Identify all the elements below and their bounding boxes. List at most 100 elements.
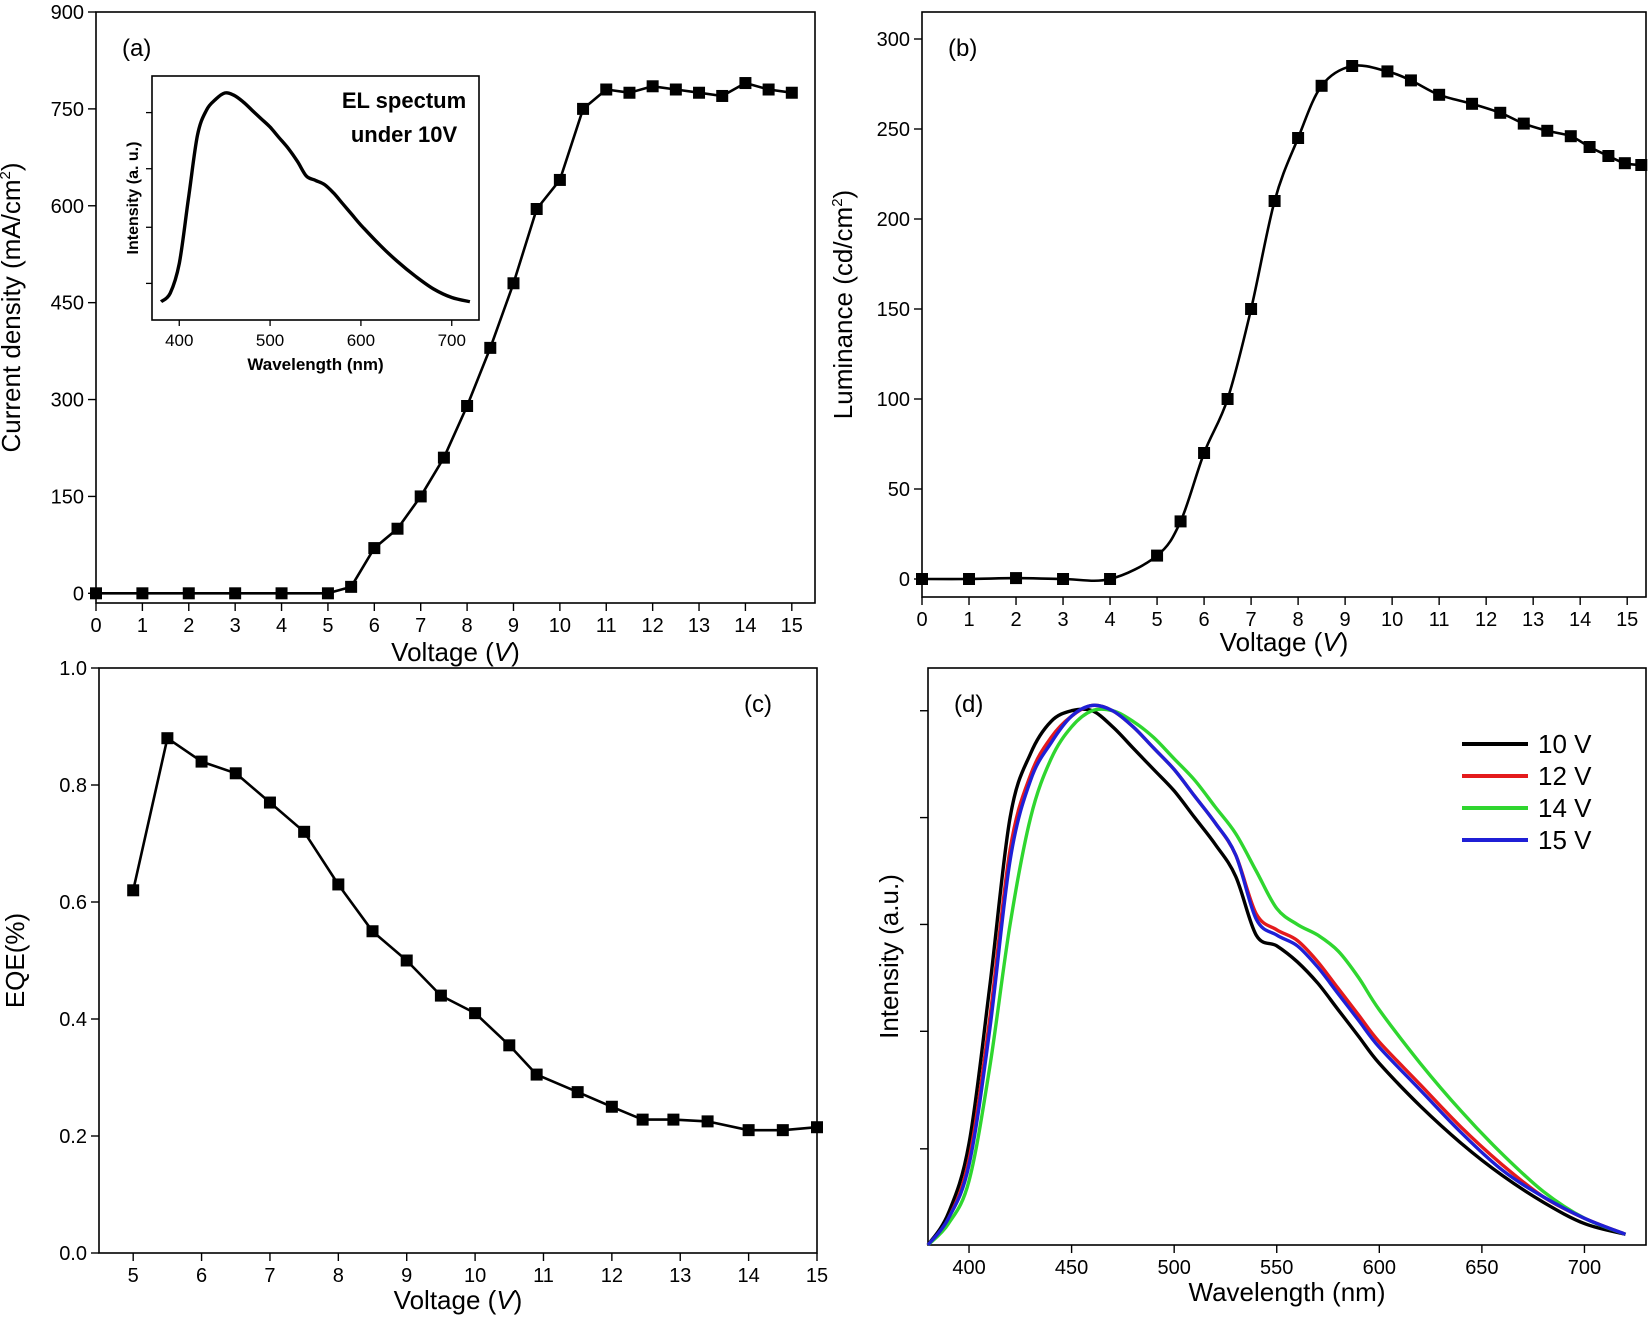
data-point <box>600 83 613 96</box>
data-point <box>916 573 928 585</box>
data-point <box>739 77 752 90</box>
x-tick-label: 0 <box>90 615 101 637</box>
y-tick-label: 0.6 <box>59 892 87 914</box>
panel-label: (d) <box>954 691 983 718</box>
x-tick-label: 0 <box>916 609 927 631</box>
x-axis-label: Voltage (V) <box>391 637 520 667</box>
data-point <box>571 1086 584 1099</box>
data-point <box>776 1124 789 1137</box>
legend-label: 10 V <box>1538 729 1592 759</box>
x-tick-label: 6 <box>1199 609 1210 631</box>
data-point <box>963 573 976 585</box>
data-point <box>1315 79 1328 92</box>
data-point <box>161 732 174 745</box>
x-tick-label: 3 <box>1057 609 1068 631</box>
x-tick-label: 12 <box>601 1265 623 1287</box>
data-point <box>1564 130 1577 143</box>
plot-frame <box>927 667 1647 1246</box>
data-point <box>1433 88 1446 101</box>
chart-panel-d: 400 450 500 550 600 650 700 Wavelength (nm) Inte… <box>874 667 1647 1307</box>
series-line <box>926 707 1627 1247</box>
data-point <box>1404 74 1417 87</box>
data-point <box>503 1039 516 1052</box>
x-tick-label: 9 <box>401 1265 412 1287</box>
y-tick-label: 600 <box>51 196 84 218</box>
data-point <box>136 587 149 600</box>
x-tick-label: 15 <box>781 615 803 637</box>
chart-panel-c: 5 6 7 8 9 10 11 12 13 14 15 0.0 0.2 0.4 0.6 0.8 1.0 Volta… <box>0 658 828 1315</box>
data-point <box>605 1100 618 1113</box>
x-tick-label: 3 <box>230 615 241 637</box>
y-axis-label: Luminance (cd/cm2) <box>828 190 858 419</box>
x-tick-label: 12 <box>642 615 664 637</box>
data-point <box>1057 573 1070 585</box>
data-point <box>1104 573 1117 585</box>
inset-series-line <box>159 91 471 304</box>
data-point <box>1010 572 1023 585</box>
x-tick-label: 700 <box>1568 1257 1601 1279</box>
x-tick-label: 8 <box>333 1265 344 1287</box>
data-point <box>469 1007 482 1020</box>
x-tick-label: 550 <box>1260 1257 1293 1279</box>
y-tick-label: 100 <box>877 389 910 411</box>
x-tick-label: 6 <box>196 1265 207 1287</box>
data-point <box>785 86 798 99</box>
x-axis-label: Voltage (V) <box>394 1285 523 1315</box>
x-tick-label: 11 <box>1429 609 1450 631</box>
data-point <box>263 796 276 809</box>
data-point <box>1602 150 1615 162</box>
x-tick-label: 4 <box>276 615 287 637</box>
data-point <box>332 878 345 891</box>
data-point <box>1494 106 1507 119</box>
inset-x-tick-label: 600 <box>347 331 375 350</box>
data-point <box>530 1068 543 1081</box>
data-point <box>1245 303 1258 315</box>
x-tick-label: 11 <box>533 1265 554 1287</box>
data-point <box>623 86 636 99</box>
x-tick-label: 7 <box>415 615 426 637</box>
data-point <box>484 341 497 354</box>
data-point <box>693 86 706 99</box>
x-tick-label: 12 <box>1475 609 1497 631</box>
data-point <box>366 925 379 938</box>
legend-label: 14 V <box>1538 793 1592 823</box>
data-point <box>229 587 242 600</box>
x-tick-label: 13 <box>1522 609 1544 631</box>
inset-x-tick-label: 400 <box>165 331 193 350</box>
x-tick-label: 9 <box>1340 609 1351 631</box>
series-line <box>926 703 1627 1247</box>
data-point <box>1381 65 1394 78</box>
data-point <box>195 755 208 768</box>
data-point <box>716 89 729 102</box>
x-tick-label: 10 <box>464 1265 486 1287</box>
data-point <box>1268 195 1281 207</box>
x-tick-label: 8 <box>1293 609 1304 631</box>
data-point <box>667 1113 680 1126</box>
inset-chart: 400 500 600 700 Wavelength (nm) Intensity (a.… <box>125 75 480 374</box>
x-tick-label: 450 <box>1055 1257 1088 1279</box>
data-point <box>1346 60 1359 72</box>
data-point <box>1517 117 1530 130</box>
data-point <box>553 173 566 186</box>
data-point <box>437 451 450 464</box>
data-point <box>461 400 474 412</box>
x-tick-label: 6 <box>369 615 380 637</box>
plot-frame <box>921 11 1647 598</box>
x-axis-label: Wavelength (nm) <box>1189 1277 1386 1307</box>
data-point <box>298 825 311 838</box>
y-tick-label: 900 <box>51 2 84 24</box>
data-point <box>345 580 358 593</box>
inset-x-axis-label: Wavelength (nm) <box>247 355 383 374</box>
x-tick-label: 500 <box>1157 1257 1190 1279</box>
chart-panel-b: 0 1 2 3 4 5 6 7 8 9 10 11 12 13 14 15050100150200250300… <box>828 11 1648 657</box>
panel-label: (b) <box>948 35 977 62</box>
x-tick-label: 650 <box>1465 1257 1498 1279</box>
data-point <box>701 1115 714 1128</box>
inset-frame <box>151 75 480 321</box>
x-tick-label: 1 <box>963 609 974 631</box>
x-tick-label: 10 <box>549 615 571 637</box>
data-point <box>127 884 140 897</box>
x-tick-label: 7 <box>1246 609 1257 631</box>
inset-x-tick-label: 700 <box>438 331 466 350</box>
panel-label: (a) <box>122 35 151 62</box>
